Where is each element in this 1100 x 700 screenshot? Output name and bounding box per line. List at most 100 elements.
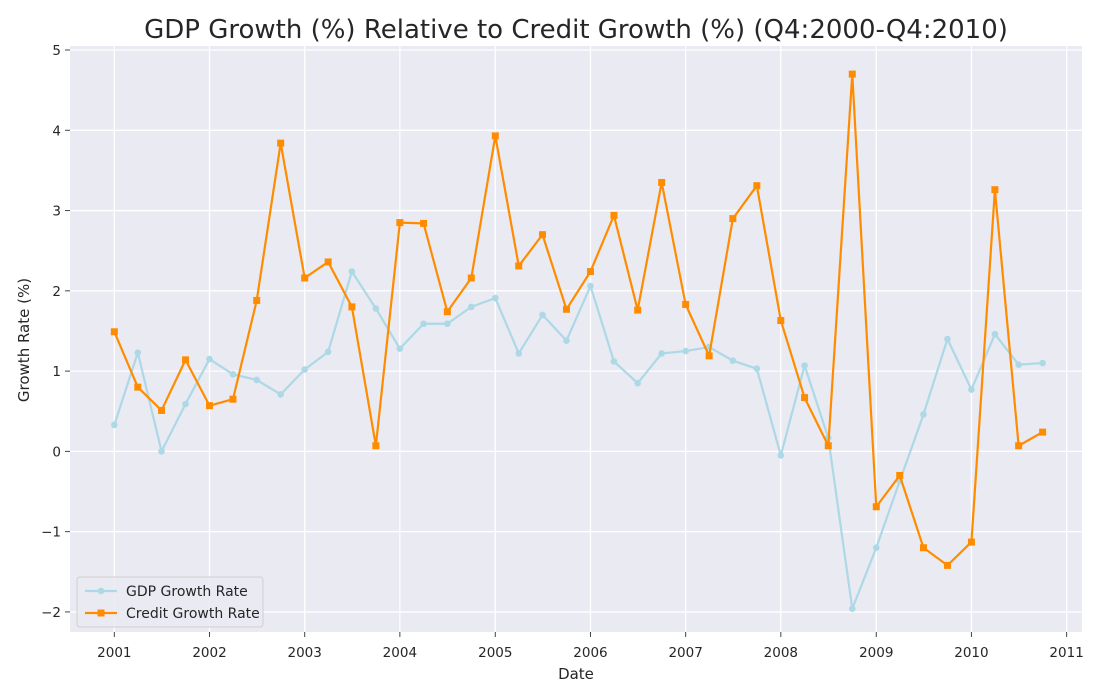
data-point — [682, 300, 690, 308]
data-point — [824, 442, 832, 450]
data-point — [848, 70, 856, 78]
data-point — [991, 330, 999, 338]
plot-area — [70, 46, 1082, 632]
series-gdp-growth — [111, 268, 1046, 613]
data-point — [658, 178, 666, 186]
y-tick-label: 3 — [52, 204, 61, 220]
data-point — [372, 442, 380, 450]
data-point — [872, 544, 880, 552]
data-point — [634, 306, 642, 314]
x-tick-label: 2009 — [859, 645, 893, 661]
legend-swatch-marker — [97, 587, 105, 595]
data-point — [111, 421, 118, 429]
legend: GDP Growth Rate Credit Growth Rate — [76, 576, 264, 628]
legend-swatch-marker — [97, 609, 105, 617]
data-point — [777, 317, 785, 325]
data-point — [420, 320, 427, 328]
data-point — [253, 376, 261, 384]
x-tick-label: 2006 — [573, 645, 607, 661]
data-point — [586, 268, 594, 276]
data-point — [491, 132, 499, 140]
y-tick-label: 5 — [52, 43, 61, 59]
data-point — [229, 395, 237, 403]
data-point — [943, 561, 951, 569]
data-point — [563, 337, 570, 344]
data-point — [206, 355, 213, 363]
data-point — [444, 320, 451, 328]
data-point — [801, 362, 808, 369]
data-point — [729, 357, 737, 364]
data-point — [658, 350, 665, 357]
data-point — [420, 219, 428, 227]
legend-box — [76, 576, 264, 628]
data-point — [348, 303, 356, 311]
y-tick-label: 0 — [52, 444, 61, 460]
data-point — [1015, 361, 1022, 368]
y-tick-label: 1 — [52, 364, 61, 380]
y-tick-label: −2 — [41, 605, 61, 621]
x-tick-label: 2002 — [192, 645, 226, 661]
data-point — [944, 335, 951, 343]
data-point — [777, 452, 785, 459]
x-tick-label: 2008 — [764, 645, 798, 661]
data-point — [872, 503, 880, 511]
data-point — [301, 274, 309, 282]
data-point — [610, 211, 618, 219]
data-point — [491, 294, 499, 302]
data-point — [968, 386, 975, 393]
legend-item: Credit Growth Rate — [85, 606, 260, 622]
data-point — [991, 186, 999, 194]
data-point — [467, 274, 475, 282]
data-point — [515, 350, 523, 357]
data-point — [1039, 428, 1047, 436]
data-point — [848, 605, 856, 613]
data-point — [277, 139, 285, 147]
data-point — [610, 358, 618, 365]
legend-item: GDP Growth Rate — [85, 584, 248, 600]
data-point — [705, 352, 713, 360]
x-tick-label: 2004 — [383, 645, 417, 661]
data-point — [896, 471, 904, 479]
x-tick-label: 2010 — [954, 645, 988, 661]
grid — [70, 46, 1082, 632]
x-tick-label: 2001 — [97, 645, 131, 661]
series-line — [113, 270, 1043, 610]
series-group — [110, 70, 1047, 613]
data-point — [324, 258, 332, 266]
data-point — [182, 356, 190, 364]
data-point — [134, 349, 142, 356]
data-point — [158, 406, 166, 414]
data-point — [253, 296, 261, 304]
y-tick-label: −1 — [41, 525, 61, 541]
data-point — [920, 411, 927, 418]
data-point — [538, 231, 546, 239]
y-axis-label: Growth Rate (%) — [15, 278, 33, 402]
data-point — [134, 383, 142, 391]
y-tick-label: 4 — [52, 123, 61, 139]
data-point — [634, 379, 641, 387]
data-point — [348, 268, 356, 275]
data-point — [158, 448, 165, 455]
x-tick-label: 2003 — [288, 645, 322, 661]
data-point — [515, 262, 523, 270]
data-point — [182, 400, 189, 408]
data-point — [801, 394, 809, 402]
legend-label: Credit Growth Rate — [126, 606, 260, 622]
data-point — [443, 308, 451, 316]
data-point — [301, 366, 308, 373]
x-tick-label: 2005 — [478, 645, 512, 661]
x-tick-label: 2011 — [1049, 645, 1083, 661]
data-point — [729, 215, 737, 223]
series-credit-growth — [110, 70, 1047, 569]
series-line — [113, 72, 1044, 567]
data-point — [587, 282, 594, 290]
data-point — [206, 402, 214, 410]
x-tick-label: 2007 — [668, 645, 702, 661]
data-point — [468, 303, 475, 311]
chart-title: GDP Growth (%) Relative to Credit Growth… — [144, 15, 1008, 45]
data-point — [372, 305, 380, 312]
data-point — [110, 328, 118, 336]
data-point — [539, 311, 546, 319]
data-point — [753, 365, 761, 373]
